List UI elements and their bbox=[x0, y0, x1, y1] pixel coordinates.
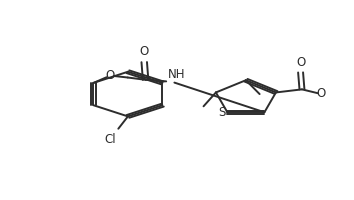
Text: O: O bbox=[316, 87, 326, 100]
Text: O: O bbox=[139, 45, 149, 58]
Text: NH: NH bbox=[167, 68, 185, 81]
Text: O: O bbox=[105, 69, 115, 82]
Text: O: O bbox=[296, 56, 305, 69]
Text: S: S bbox=[218, 106, 225, 119]
Text: Cl: Cl bbox=[104, 133, 115, 146]
